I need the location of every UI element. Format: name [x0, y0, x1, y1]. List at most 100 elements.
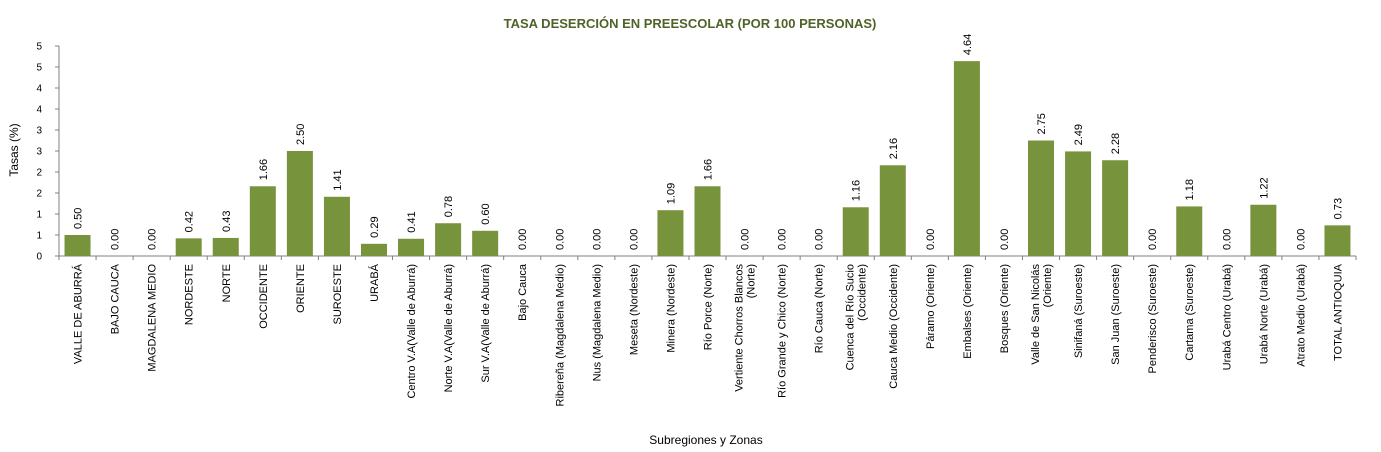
data-label: 0.00 [777, 229, 789, 250]
category-label: Cuenca del Río Sucio [845, 264, 857, 370]
x-axis [58, 255, 1357, 260]
bar [657, 210, 684, 256]
bar [1324, 225, 1351, 256]
data-label: 2.75 [1036, 113, 1048, 134]
category-label: OCCIDENTE [258, 264, 270, 329]
bar [435, 223, 462, 256]
data-label: 0.29 [369, 216, 381, 237]
category-label: NORTE [221, 264, 233, 302]
category-label: BAJO CAUCA [110, 263, 122, 334]
data-labels: 0.50 0.00 0.00 0.42 0.43 1.66 2.50 1.41 0.29 0.41… [73, 34, 1345, 250]
data-label: 0.73 [1332, 198, 1344, 219]
bar [1065, 151, 1092, 256]
category-label: Río Porce (Norte) [703, 264, 715, 350]
category-label: Cauca Medio (Occidente) [888, 264, 900, 389]
bar [1176, 206, 1203, 256]
bar [1102, 160, 1129, 256]
y-tick-label: 4 [36, 84, 42, 95]
category-label: SUROESTE [332, 264, 344, 325]
y-tick-label: 1 [36, 231, 42, 242]
bar [694, 186, 721, 256]
data-label: 1.66 [258, 159, 270, 180]
data-label: 0.43 [221, 211, 233, 232]
bar [249, 186, 276, 256]
y-tick-label: 5 [36, 63, 42, 74]
data-label: 2.50 [295, 124, 307, 145]
category-label: Centro V.A(Valle de Aburrá) [406, 264, 418, 399]
bar [842, 207, 869, 256]
data-label: 1.16 [851, 180, 863, 201]
y-tick-label: 5 [36, 42, 42, 53]
data-label: 0.00 [925, 229, 937, 250]
category-label: Urabá Centro (Urabá) [1221, 264, 1233, 370]
data-label: 0.00 [147, 229, 159, 250]
y-tick-label: 1 [36, 210, 42, 221]
category-label: (Norte) [746, 264, 758, 298]
bar [879, 165, 906, 256]
category-label: Atrato Medio (Urabá) [1295, 264, 1307, 367]
category-label: URABÁ [368, 263, 381, 302]
category-label: ORIENTE [295, 264, 307, 313]
data-label: 1.09 [665, 183, 677, 204]
category-labels: VALLE DE ABURRÁ BAJO CAUCA MAGDALENA MEDIO… [72, 263, 1345, 406]
category-label: Páramo (Oriente) [925, 264, 937, 349]
y-tick-label: 3 [36, 147, 42, 158]
category-label: MAGDALENA MEDIO [147, 264, 159, 372]
data-label: 2.28 [1110, 133, 1122, 154]
category-label: (Occidente) [857, 264, 869, 321]
bar [286, 151, 313, 256]
category-label: Río Cauca (Norte) [814, 264, 826, 353]
data-label: 0.41 [406, 211, 418, 232]
bar [323, 196, 350, 256]
data-label: 0.00 [110, 229, 122, 250]
data-label: 0.50 [73, 208, 85, 229]
category-label: Minera (Nordeste) [665, 264, 677, 353]
y-tick-label: 2 [36, 189, 42, 200]
bar [1250, 204, 1277, 256]
bar [398, 238, 425, 256]
data-label: 0.00 [591, 229, 603, 250]
bar [953, 61, 980, 257]
data-label: 0.00 [740, 229, 752, 250]
category-label: Cartama (Suroeste) [1184, 264, 1196, 361]
data-label: 0.00 [1221, 229, 1233, 250]
category-label: Norte V.A(Valle de Aburrá) [443, 264, 455, 392]
y-tick-label: 2 [36, 168, 42, 179]
x-axis-title: Subregiones y Zonas [649, 433, 762, 447]
y-tick-label: 4 [36, 105, 42, 116]
category-label: Bajo Cauca [517, 263, 529, 321]
category-label: Vertiente Chorros Blancos [734, 264, 746, 392]
data-label: 2.49 [1073, 124, 1085, 145]
data-label: 0.00 [1295, 229, 1307, 250]
data-label: 1.66 [703, 159, 715, 180]
category-label: (Oriente) [1042, 264, 1054, 307]
bar [472, 230, 499, 256]
category-label: San Juan (Suroeste) [1110, 264, 1122, 365]
data-label: 1.41 [332, 169, 344, 190]
bar [175, 238, 202, 256]
data-label: 4.64 [962, 34, 974, 55]
category-label: Sur V.A(Valle de Aburrá) [480, 264, 492, 383]
category-label: Urabá Norte (Urabá) [1258, 264, 1270, 364]
bar [64, 235, 91, 256]
category-label: Penderisco (Suroeste) [1147, 264, 1159, 373]
y-axis: 0 1 1 2 2 3 3 4 4 5 5 [36, 42, 60, 263]
data-label: 0.00 [554, 229, 566, 250]
category-label: Nus (Magdalena Medio) [591, 264, 603, 381]
chart-title: TASA DESERCIÓN EN PREESCOLAR (POR 100 PE… [504, 16, 877, 31]
data-label: 1.18 [1184, 179, 1196, 200]
data-label: 0.00 [1147, 229, 1159, 250]
category-label: Meseta (Nordeste) [628, 264, 640, 355]
category-label: Río Grande y Chico (Norte) [777, 264, 789, 398]
category-label: Bosques (Oriente) [999, 264, 1011, 353]
y-tick-label: 3 [36, 126, 42, 137]
data-label: 0.42 [184, 211, 196, 232]
data-label: 2.16 [888, 138, 900, 159]
data-label: 0.00 [814, 229, 826, 250]
data-label: 0.78 [443, 196, 455, 217]
data-label: 0.00 [628, 229, 640, 250]
category-label: Embalses (Oriente) [962, 264, 974, 359]
bar [1028, 140, 1055, 256]
y-axis-title: Tasas (%) [7, 123, 21, 176]
